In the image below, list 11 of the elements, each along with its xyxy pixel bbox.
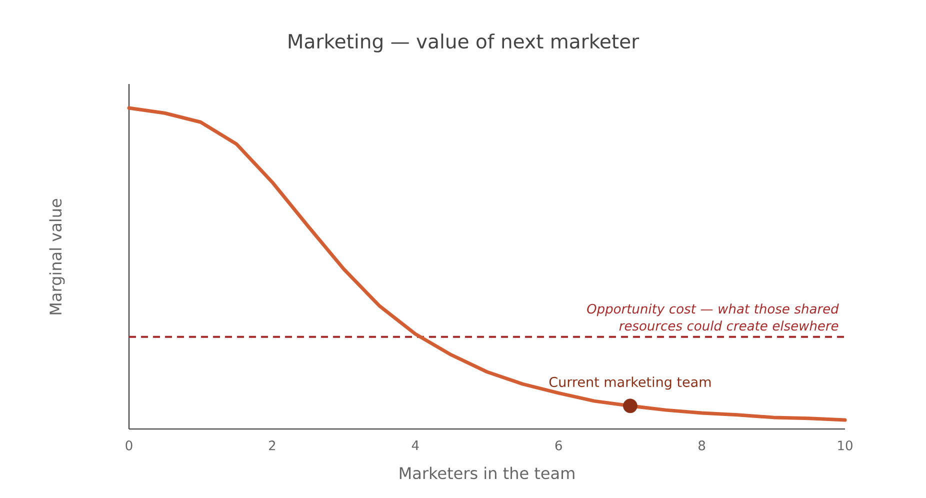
x-tick-label: 2 xyxy=(269,440,276,450)
x-axis-title: Marketers in the team xyxy=(400,466,574,480)
x-tick-label: 8 xyxy=(698,440,706,450)
x-tick-label: 0 xyxy=(126,440,132,450)
ref-line-label: Opportunity cost — what those shared resources could create elsewhere xyxy=(587,304,839,331)
series-label: Current marketing team xyxy=(549,376,711,390)
x-tick-label: 4 xyxy=(412,440,419,450)
x-tick-label: 10 xyxy=(838,440,852,450)
y-axis-title: Marginal value xyxy=(49,198,65,314)
x-tick-label: 6 xyxy=(555,440,562,450)
chart-title: Marketing — value of next marketer xyxy=(288,34,640,52)
